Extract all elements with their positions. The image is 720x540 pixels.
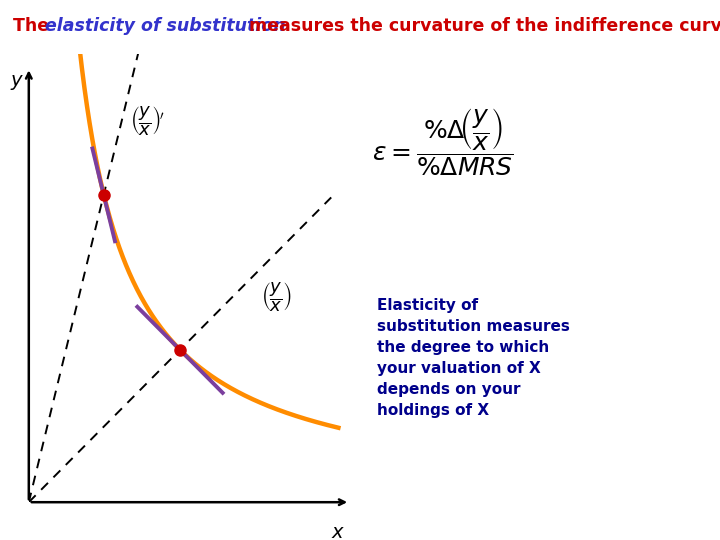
Text: measures the curvature of the indifference curve: measures the curvature of the indifferen…: [243, 17, 720, 35]
Text: $\left(\dfrac{y}{x}\right)$: $\left(\dfrac{y}{x}\right)$: [261, 280, 292, 314]
Text: y: y: [10, 71, 22, 90]
Text: $\varepsilon = \dfrac{\%\Delta\!\left(\dfrac{y}{x}\right)}{\%\Delta MRS}$: $\varepsilon = \dfrac{\%\Delta\!\left(\d…: [372, 107, 514, 178]
Text: $\left(\dfrac{y}{x}\right)^{\!\prime}$: $\left(\dfrac{y}{x}\right)^{\!\prime}$: [130, 104, 164, 138]
Text: Elasticity of
substitution measures
the degree to which
your valuation of X
depe: Elasticity of substitution measures the …: [377, 298, 570, 417]
Text: elasticity of substitution: elasticity of substitution: [45, 17, 285, 35]
Text: x: x: [331, 523, 343, 540]
Text: The: The: [13, 17, 55, 35]
